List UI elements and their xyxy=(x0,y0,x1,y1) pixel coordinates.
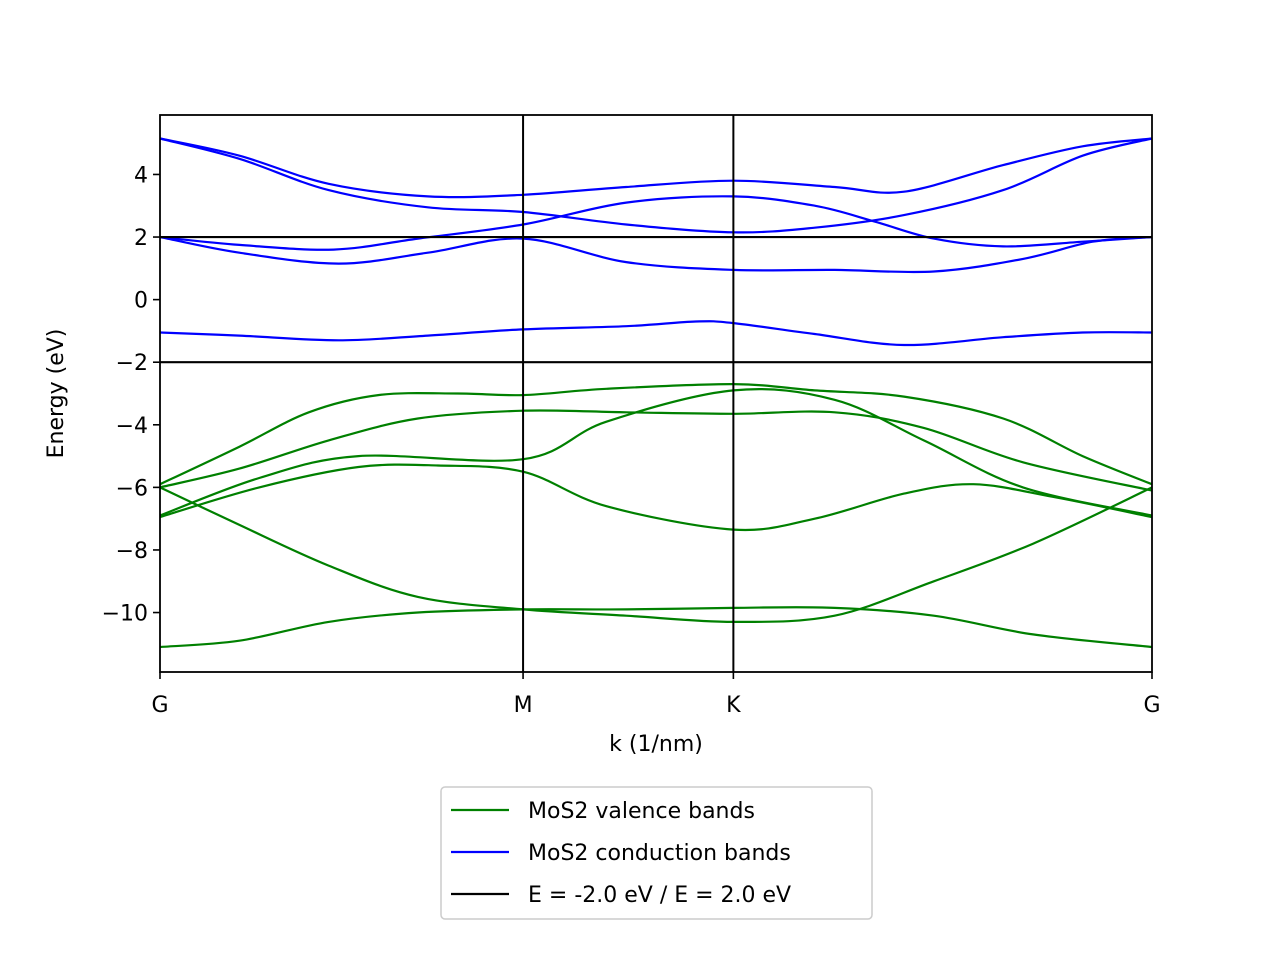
series-1-band-3 xyxy=(159,235,1153,274)
legend: MoS2 valence bands MoS2 conduction bands E… xyxy=(440,786,873,920)
y-tick-label-7: −10 xyxy=(102,602,148,627)
x-tick-label-3: G xyxy=(1143,693,1160,718)
x-tick-label-0: G xyxy=(151,693,168,718)
y-tick-label-0: 4 xyxy=(134,163,148,188)
plot-frame xyxy=(159,114,1153,673)
series-1-band-0 xyxy=(159,137,1153,199)
legend-items: MoS2 valence bands MoS2 conduction bands E… xyxy=(451,799,791,908)
energy-reference-lines xyxy=(160,235,1152,364)
x-tick-label-2: K xyxy=(726,693,741,718)
series-0-band-2 xyxy=(159,388,1153,517)
series-0-band-3 xyxy=(159,463,1153,532)
y-tick-label-1: 2 xyxy=(134,226,148,251)
y-tick-label-2: 0 xyxy=(134,289,148,314)
legend-label-2: E = -2.0 eV / E = 2.0 eV xyxy=(528,883,791,908)
x-axis-label: k (1/nm) xyxy=(609,732,703,757)
legend-label-0: MoS2 valence bands xyxy=(528,799,755,824)
high-symmetry-lines xyxy=(522,115,735,672)
series-0-band-0 xyxy=(159,382,1153,486)
legend-box xyxy=(440,786,873,920)
series-0-band-4 xyxy=(159,486,1153,624)
y-tick-label-5: −6 xyxy=(116,476,148,501)
y-tick-label-3: −2 xyxy=(116,351,148,376)
series-1-band-2 xyxy=(159,195,1153,251)
series-1-band-1 xyxy=(159,137,1153,234)
y-axis-label: Energy (eV) xyxy=(44,329,69,459)
y-axis-ticks: 4 2 0 −2 −4 −6 −8 −10 xyxy=(102,163,160,627)
series-0-band-5 xyxy=(159,606,1153,649)
series-1-band-4 xyxy=(159,320,1153,347)
legend-label-1: MoS2 conduction bands xyxy=(528,841,791,866)
band-curves xyxy=(159,137,1153,649)
y-tick-label-4: −4 xyxy=(116,414,148,439)
series-0-band-1 xyxy=(159,409,1153,492)
y-tick-label-6: −8 xyxy=(116,539,148,564)
x-tick-label-1: M xyxy=(514,693,533,718)
